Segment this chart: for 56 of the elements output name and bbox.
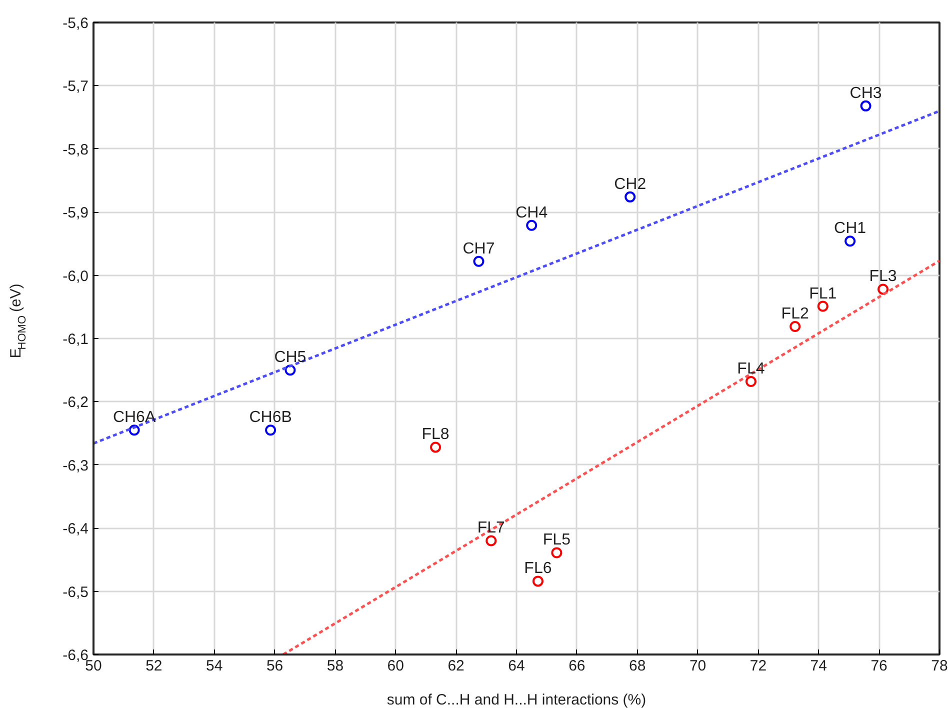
y-tick-label: -5,9 [62,204,89,222]
annotation: CH3 [850,84,882,102]
point [790,321,801,332]
point [844,236,856,247]
x-tick-label: 54 [206,658,223,674]
y-tick-label: -5,8 [62,141,89,158]
point [473,256,484,267]
x-tick-label: 52 [146,658,162,674]
point [486,535,497,546]
annotation: FL6 [524,560,552,578]
x-tick-label: 70 [689,658,706,674]
annotation: CH7 [462,240,495,258]
point [860,100,872,112]
point [551,547,562,558]
x-tick-label: 76 [870,658,888,674]
y-tick-label: -6,0 [62,268,89,285]
annotation: CH6B [249,409,292,426]
point [745,376,756,387]
x-tick-label: 66 [568,658,586,674]
point [430,442,442,453]
annotation: FL8 [422,426,450,444]
annotation: FL2 [781,305,809,322]
x-tick-label: 72 [750,658,767,674]
x-axis-title: sum of C...H and H...H interactions (%) [386,692,646,708]
y-tick-label: -6,3 [62,457,89,474]
point [624,191,636,202]
point [265,424,276,436]
y-tick-label: -6,4 [62,520,89,538]
annotation: FL1 [809,285,837,302]
x-tick-label: 78 [931,658,948,674]
x-tick-label: 60 [387,658,404,674]
point [532,576,544,587]
x-tick-label: 62 [448,658,464,674]
y-tick-label: -5,6 [62,15,89,32]
annotation: CH1 [834,220,866,238]
annotation: CH4 [516,204,548,222]
x-tick-label: 58 [326,658,344,674]
annotation: FL3 [869,268,897,286]
x-tick-label: 74 [810,658,827,674]
y-tick-label: -6,1 [62,331,89,348]
annotation: CH6A [112,409,156,426]
y-tick-label: -6,2 [62,394,89,412]
y-axis-title: EHOMO (eV) [8,284,28,358]
point [878,284,888,295]
y-tick-label: -5,7 [62,78,89,96]
point [817,300,828,312]
point [284,364,296,376]
point [526,220,538,231]
x-tick-label: 64 [508,658,525,674]
x-tick-label: 56 [266,658,284,674]
point [128,424,140,436]
y-tick-label: -6,5 [62,584,89,601]
x-tick-label: 68 [629,658,646,674]
annotation: CH2 [614,176,646,193]
annotation: CH5 [274,349,306,366]
annotation: FL5 [542,532,571,549]
